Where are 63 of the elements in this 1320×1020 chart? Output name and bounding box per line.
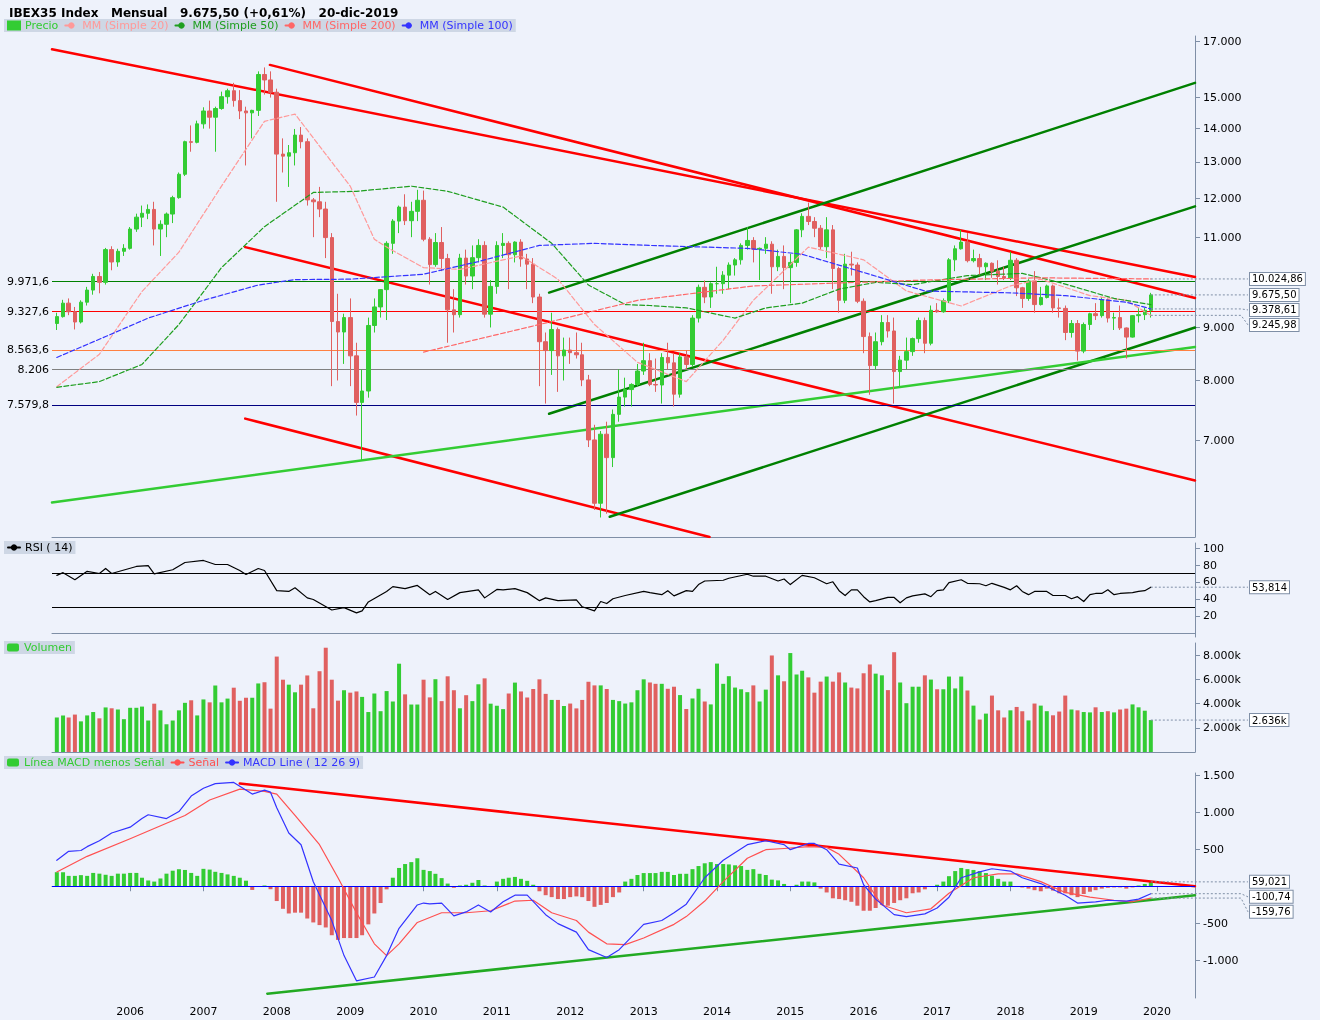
- annotation: 53,814: [1252, 581, 1287, 593]
- y-tick-label: 14.000: [1203, 122, 1242, 136]
- x-tick-label: 2018: [996, 1005, 1025, 1018]
- x-tick-label: 2009: [336, 1005, 365, 1018]
- x-tick-label: 2011: [482, 1005, 511, 1018]
- y-tick-label: 17.000: [1203, 34, 1242, 48]
- annotation: 2.636k: [1252, 714, 1287, 726]
- annotation: -159,76: [1252, 906, 1291, 918]
- y-tick-label: 80: [1203, 558, 1217, 572]
- x-tick-label: 2010: [409, 1005, 438, 1018]
- x-tick-label: 2020: [1143, 1005, 1172, 1018]
- x-tick-label: 2017: [923, 1005, 952, 1018]
- legend-label: Volumen: [24, 641, 72, 654]
- x-tick-label: 2007: [189, 1005, 218, 1018]
- x-tick-label: 2019: [1069, 1005, 1098, 1018]
- annotation: 9.245,98: [1252, 319, 1297, 331]
- legend-label: MM (Simple 50): [192, 19, 279, 32]
- annotation: 10.024,86: [1252, 273, 1303, 285]
- annotation: 9.675,50: [1252, 289, 1297, 301]
- y-tick-label: 15.000: [1203, 91, 1242, 105]
- x-tick-label: 2013: [629, 1005, 658, 1018]
- y-tick-label: 8.000: [1203, 373, 1235, 387]
- legend-label: Precio: [25, 19, 59, 32]
- ref-line-label: 8.206: [17, 362, 49, 376]
- ref-line-label: 7.579,8: [7, 398, 49, 412]
- chart-title: IBEX35 Index Mensual 9.675,50 (+0,61%) 20-dic-2019: [9, 6, 399, 20]
- legend-label: RSI ( 14): [25, 541, 73, 554]
- y-tick-label: -500: [1203, 916, 1228, 930]
- annotation: 9.378,61: [1252, 304, 1297, 316]
- y-tick-label: 12.000: [1203, 191, 1242, 205]
- y-tick-label: 8.000k: [1203, 648, 1242, 662]
- y-tick-label: 500: [1203, 842, 1224, 856]
- y-tick-label: 9.000: [1203, 320, 1235, 334]
- ref-line-label: 9.971,6: [7, 274, 49, 288]
- legend-label: Señal: [188, 756, 220, 769]
- x-tick-label: 2008: [262, 1005, 291, 1018]
- ref-line-label: 8.563,6: [7, 343, 49, 357]
- x-tick-label: 2012: [556, 1005, 585, 1018]
- legend-label: MACD Line ( 12 26 9): [243, 756, 361, 769]
- legend-label: MM (Simple 100): [419, 19, 513, 32]
- y-tick-label: 100: [1203, 541, 1224, 555]
- y-tick-label: 60: [1203, 575, 1217, 589]
- y-tick-label: 13.000: [1203, 155, 1242, 169]
- y-tick-label: 2.000k: [1203, 721, 1242, 735]
- annotation: -100,74: [1252, 891, 1291, 903]
- y-tick-label: 40: [1203, 592, 1217, 606]
- y-tick-label: 20: [1203, 609, 1217, 623]
- y-tick-label: 4.000k: [1203, 697, 1242, 711]
- legend-label: MM (Simple 20): [82, 19, 169, 32]
- x-tick-label: 2006: [116, 1005, 145, 1018]
- y-tick-label: -1.000: [1203, 953, 1239, 967]
- x-tick-label: 2014: [702, 1005, 731, 1018]
- legend-label: Línea MACD menos Señal: [24, 756, 165, 769]
- x-tick-label: 2016: [849, 1005, 878, 1018]
- x-tick-label: 2015: [776, 1005, 805, 1018]
- y-tick-label: 7.000: [1203, 434, 1235, 448]
- y-tick-label: 6.000k: [1203, 672, 1242, 686]
- ref-line-label: 9.327,6: [7, 304, 49, 318]
- y-tick-label: 1.000: [1203, 805, 1235, 819]
- y-tick-label: 1.500: [1203, 768, 1235, 782]
- legend-label: MM (Simple 200): [302, 19, 396, 32]
- annotation: 59,021: [1252, 876, 1287, 888]
- y-tick-label: 11.000: [1203, 230, 1242, 244]
